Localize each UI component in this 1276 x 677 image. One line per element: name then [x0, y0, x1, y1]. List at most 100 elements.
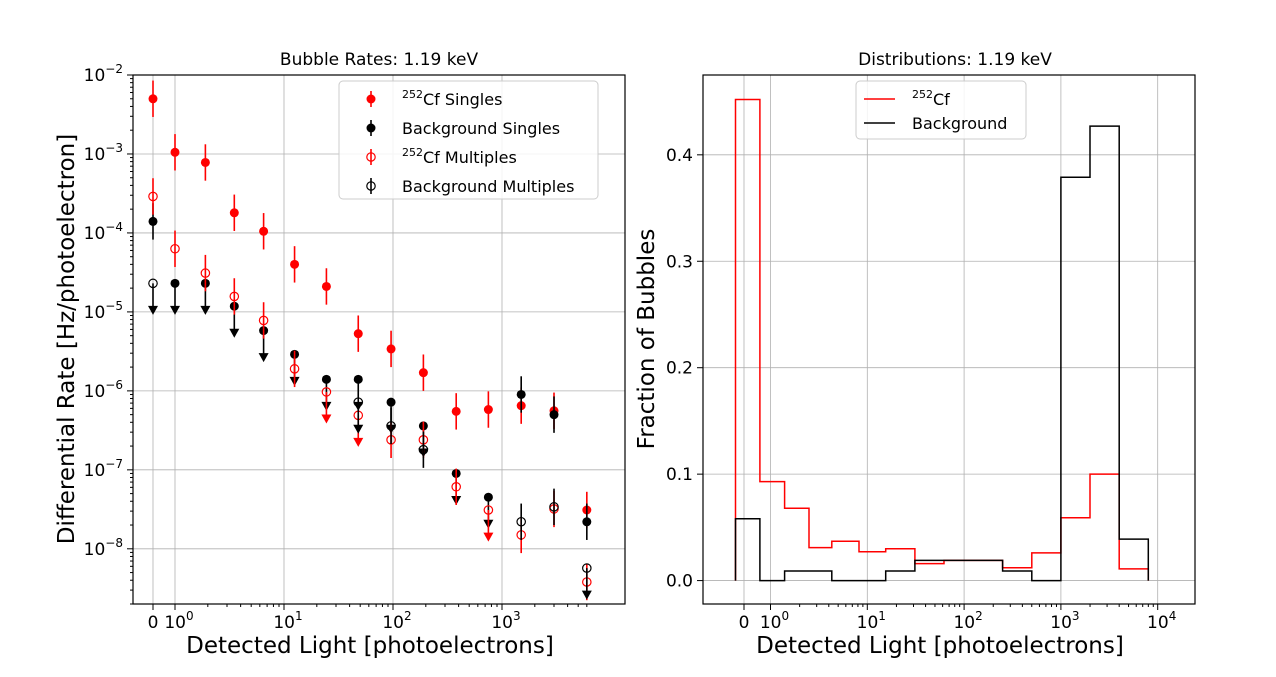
- right-legend-items: 252Cf Background: [864, 88, 1007, 133]
- legend-label: 252Cf Multiples: [402, 146, 517, 167]
- data-point: [259, 226, 269, 236]
- data-point: [549, 502, 559, 512]
- right-plot-area: [734, 98, 1150, 582]
- data-point: [549, 410, 559, 420]
- data-point: [170, 278, 180, 288]
- data-point: [386, 397, 396, 407]
- upper-limit-arrow: [321, 414, 332, 424]
- upper-limit-arrow: [353, 437, 364, 447]
- left-legend-box: [338, 80, 599, 200]
- data-point: [386, 421, 396, 431]
- data-point: [582, 517, 592, 527]
- left-legend: 252Cf Singles Background Singles 252Cf Mul…: [338, 80, 599, 200]
- legend-label: 252Cf Singles: [402, 88, 502, 109]
- legend-label: Background Multiples: [402, 177, 574, 196]
- data-point: [321, 387, 332, 397]
- data-point: [516, 516, 526, 527]
- right-y-tick-label: 0.3: [666, 252, 693, 272]
- left-y-tick-label: 10−2: [84, 62, 123, 86]
- data-point: [258, 315, 269, 326]
- left-axes-frame: [132, 74, 626, 605]
- left-y-tick-label: 10−6: [84, 378, 123, 402]
- left-ticks: 0 100 101 102 103 10−8 10−7 10−6 10−5 10−4 10−3 10−…: [84, 62, 588, 633]
- left-x-tick-label: 100: [164, 609, 193, 633]
- left-y-tick-label: 10−4: [84, 220, 123, 244]
- data-point: [200, 268, 211, 278]
- legend-label: Background: [912, 114, 1007, 133]
- legend-marker: [366, 152, 376, 162]
- right-x-tick-label: 104: [1147, 609, 1176, 633]
- right-x-tick-label: 0: [739, 613, 750, 633]
- right-chart-title: Distributions: 1.19 keV: [858, 50, 1052, 70]
- data-point: [289, 364, 300, 374]
- bubble-rates-panel: 0 100 101 102 103 10−8 10−7 10−6 10−5 10−4 10−3 10−…: [54, 50, 626, 659]
- right-y-tick-label: 0.0: [666, 572, 693, 592]
- upper-limit-arrow: [258, 353, 269, 363]
- right-y-tick-label: 0.1: [666, 465, 693, 485]
- data-point: [353, 329, 363, 339]
- histogram-background-step: [734, 125, 1150, 582]
- right-grid: [703, 75, 1195, 604]
- right-x-tick-label: 101: [857, 609, 886, 633]
- data-point: [321, 374, 331, 384]
- data-point: [148, 278, 158, 289]
- upper-limit-arrow: [170, 305, 180, 315]
- legend-marker: [366, 94, 376, 104]
- upper-limit-arrow: [353, 424, 364, 434]
- histogram-252cf-step: [734, 98, 1150, 581]
- right-legend-box: [855, 80, 1027, 140]
- data-point: [170, 147, 180, 157]
- data-point: [483, 405, 493, 415]
- left-x-axis-label: Detected Light [photoelectrons]: [186, 633, 554, 659]
- right-y-tick-label: 0.4: [666, 146, 693, 166]
- data-point: [229, 291, 240, 302]
- data-point: [200, 157, 210, 167]
- data-point: [451, 406, 461, 416]
- legend-label: Background Singles: [402, 119, 560, 138]
- left-x-tick-label: 102: [382, 609, 411, 633]
- left-chart-title: Bubble Rates: 1.19 keV: [280, 50, 479, 70]
- left-x-tick-label: 103: [491, 609, 520, 633]
- distributions-panel: 0 100 101 102 103 104 0.0 0.1 0.2 0.3 0.4 Distribu…: [634, 50, 1196, 659]
- legend-marker: [366, 181, 376, 191]
- left-plot-area: [148, 80, 592, 601]
- right-x-tick-label: 103: [1050, 609, 1079, 633]
- data-point: [516, 389, 526, 399]
- right-y-axis-label: Fraction of Bubbles: [634, 229, 660, 450]
- upper-limit-arrow: [148, 305, 158, 315]
- legend-label: 252Cf: [912, 88, 950, 109]
- data-point: [483, 505, 494, 515]
- data-point: [418, 444, 429, 455]
- left-x-tick-label: 101: [273, 609, 302, 633]
- data-point: [290, 259, 300, 269]
- data-point: [170, 243, 180, 254]
- upper-limit-arrow: [581, 590, 592, 600]
- left-y-tick-label: 10−7: [84, 457, 123, 481]
- left-y-tick-label: 10−5: [84, 299, 123, 323]
- left-y-axis-label: Differential Rate [Hz/photoelectron]: [54, 134, 80, 544]
- legend-marker: [366, 123, 376, 133]
- upper-limit-arrow: [200, 305, 211, 315]
- right-axes-frame: [702, 74, 1196, 605]
- data-point: [321, 281, 331, 291]
- left-legend-items: 252Cf Singles Background Singles 252Cf Mul…: [366, 88, 574, 196]
- left-y-tick-label: 10−3: [84, 141, 123, 165]
- right-y-tick-label: 0.2: [666, 359, 693, 379]
- data-point: [148, 94, 158, 104]
- left-x-tick-label: 0: [148, 613, 159, 633]
- right-ticks: 0 100 101 102 103 104 0.0 0.1 0.2 0.3 0.4: [666, 146, 1176, 633]
- upper-limit-arrow: [229, 328, 240, 338]
- right-x-axis-label: Detected Light [photoelectrons]: [756, 633, 1124, 659]
- upper-limit-arrow: [483, 532, 494, 542]
- data-point: [353, 374, 363, 384]
- data-point: [148, 216, 158, 226]
- data-point: [418, 368, 428, 378]
- data-point: [353, 397, 364, 407]
- right-legend: 252Cf Background: [855, 80, 1027, 140]
- left-y-tick-label: 10−8: [84, 536, 123, 560]
- data-point: [386, 344, 396, 354]
- data-point: [451, 481, 461, 492]
- data-point: [483, 492, 493, 502]
- data-point: [148, 191, 158, 202]
